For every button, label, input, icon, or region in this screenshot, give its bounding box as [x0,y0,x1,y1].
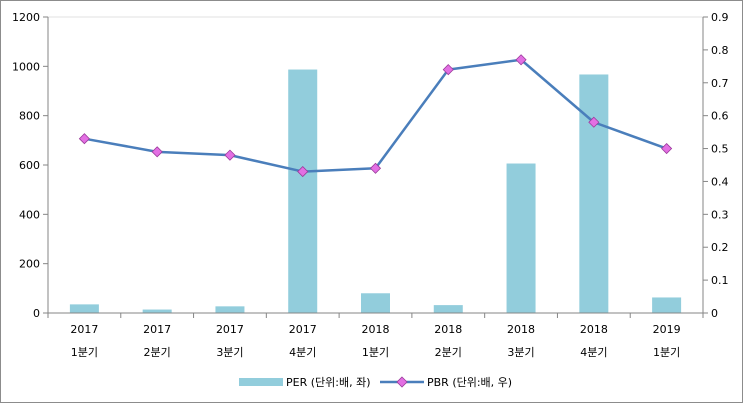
x-tick-label-quarter: 1분기 [71,346,98,359]
pbr-point [588,116,600,128]
right-tick-label: 0.3 [711,208,729,221]
x-tick-label-quarter: 1분기 [653,346,680,359]
right-tick-label: 0.2 [711,241,729,254]
x-tick-label-year: 2018 [507,323,535,336]
right-tick-label: 0.6 [711,110,729,123]
left-y-axis: 0 200 400 600 800 1000 1200 [12,11,49,320]
right-tick-label: 0 [711,307,718,320]
x-tick-label-year: 2018 [434,323,462,336]
legend: PER (단위:배, 좌) PBR (단위:배, 우) [239,376,512,389]
per-bar [652,297,682,313]
per-bar [433,305,463,313]
per-bar [215,306,245,313]
legend-swatch-pbr-marker [396,376,408,388]
pbr-point [151,146,163,158]
x-tick-label-year: 2018 [580,323,608,336]
legend-swatch-per [239,378,283,386]
x-tick-label-quarter: 2분기 [144,346,171,359]
pbr-point [78,133,90,145]
pbr-point [515,54,527,66]
x-tick-label-year: 2017 [143,323,171,336]
pbr-point [442,64,454,76]
per-bar [288,69,318,313]
legend-label-pbr: PBR (단위:배, 우) [427,376,512,389]
legend-label-per: PER (단위:배, 좌) [286,376,371,389]
x-tick-label-quarter: 1분기 [362,346,389,359]
per-bar [579,74,609,314]
left-tick-label: 800 [19,110,40,123]
right-tick-label: 0.8 [711,44,729,57]
per-bar [506,163,536,313]
right-tick-label: 0.1 [711,274,729,287]
pbr-point [224,149,236,161]
pbr-line [84,58,668,173]
x-tick-label-quarter: 3분기 [507,346,534,359]
pbr-series [78,54,673,178]
pbr-point [297,166,309,178]
left-tick-label: 1000 [12,60,40,73]
left-tick-label: 200 [19,258,40,271]
per-bars [69,69,682,314]
right-tick-label: 0.5 [711,143,729,156]
x-tick-label-year: 2017 [70,323,98,336]
x-tick-label-quarter: 4분기 [289,346,316,359]
left-tick-label: 1200 [12,11,40,24]
left-tick-label: 400 [19,208,40,221]
x-tick-label-year: 2018 [362,323,390,336]
right-y-axis: 0 0.1 0.2 0.3 0.4 0.5 0.6 0.7 0.8 0.9 [702,11,729,320]
per-bar [69,304,99,313]
x-tick-label-year: 2019 [653,323,681,336]
right-tick-label: 0.7 [711,77,729,90]
x-axis: 2017 1분기 2017 2분기 2017 3분기 2017 4분기 2018 1분기 2018 2… [47,312,704,359]
per-bar [142,309,172,313]
x-tick-label-year: 2017 [216,323,244,336]
x-tick-label-quarter: 2분기 [435,346,462,359]
left-tick-label: 0 [33,307,40,320]
pbr-point [661,142,673,155]
x-tick-label-year: 2017 [289,323,317,336]
x-tick-label-quarter: 3분기 [216,346,243,359]
right-tick-label: 0.9 [711,11,729,24]
left-tick-label: 600 [19,159,40,172]
right-tick-label: 0.4 [711,175,729,188]
pbr-point [369,162,382,174]
x-tick-label-quarter: 4분기 [580,346,607,359]
per-bar [361,293,390,313]
